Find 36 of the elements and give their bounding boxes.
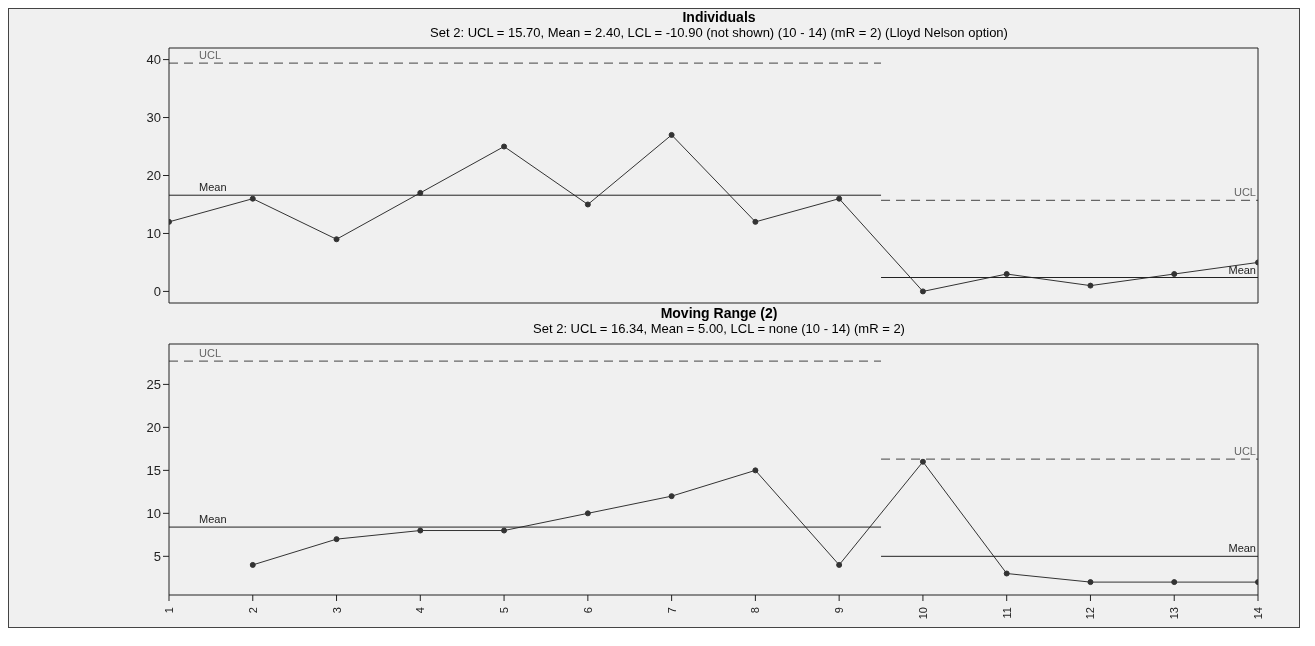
x-tick-label: 6: [581, 607, 594, 614]
y-tick-label: 0: [153, 284, 161, 300]
chart-subtitle: Set 2: UCL = 16.34, Mean = 5.00, LCL = none (10 - 14) (mR = 2): [532, 321, 906, 337]
series-label: Mean: [199, 513, 227, 526]
x-tick-label: 7: [665, 607, 678, 614]
x-tick-label: 4: [414, 607, 427, 614]
chart-title: Moving Range (2): [659, 305, 779, 321]
y-tick-label: 20: [146, 420, 161, 435]
x-tick-label: 10: [916, 607, 929, 620]
x-tick-label: 5: [498, 607, 511, 614]
x-tick-label: 3: [330, 607, 343, 614]
series-label: Mean: [1228, 542, 1256, 555]
chart-title: Individuals: [681, 9, 757, 25]
x-tick-label: 1: [163, 607, 175, 614]
series-label: Mean: [199, 181, 227, 194]
x-tick-label: 11: [1000, 607, 1013, 619]
x-tick-label: 14: [1252, 607, 1264, 620]
y-tick-label: 5: [153, 548, 161, 564]
y-tick-label: 40: [146, 52, 161, 68]
x-tick-label: 13: [1168, 607, 1181, 620]
y-tick-label: 15: [146, 462, 161, 478]
x-tick-label: 9: [833, 607, 846, 614]
y-tick-label: 10: [146, 505, 161, 521]
series-label: UCL: [1233, 186, 1256, 199]
series-label: UCL: [199, 347, 222, 360]
chart-subtitle: Set 2: UCL = 15.70, Mean = 2.40, LCL = -10.90 (not shown) (10 - 14) (mR = 2) (Lloyd Nelson option): [429, 25, 1009, 41]
y-tick-label: 30: [146, 110, 161, 126]
y-tick-label: 10: [146, 226, 161, 242]
y-tick-label: 25: [146, 377, 161, 393]
series-label: UCL: [1233, 445, 1256, 458]
series-label: Mean: [1228, 263, 1256, 276]
x-tick-label: 8: [749, 607, 762, 614]
series-label: UCL: [199, 49, 222, 62]
x-tick-label: 12: [1084, 607, 1097, 620]
x-tick-label: 2: [246, 607, 259, 614]
y-tick-label: 20: [146, 168, 161, 184]
